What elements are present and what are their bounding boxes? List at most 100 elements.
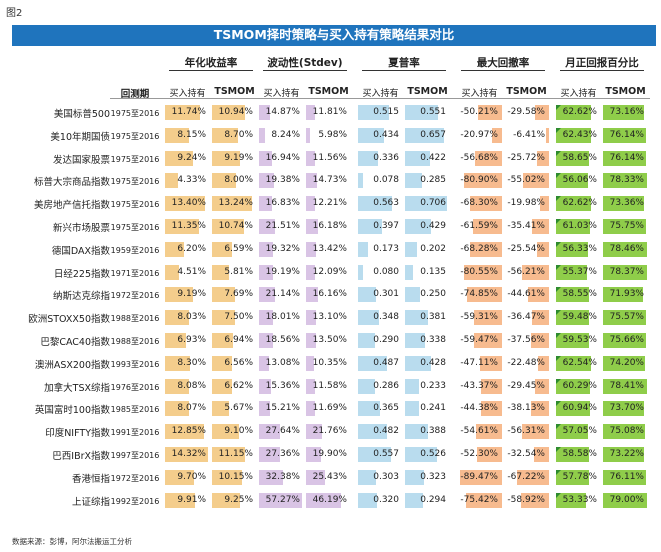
data-label: 9.10% [224, 426, 253, 437]
data-cell: -59.47% [457, 333, 502, 348]
data-cell: 11.35% [165, 219, 210, 234]
data-bar [405, 105, 438, 120]
data-bar [306, 424, 322, 440]
data-cell: 6.94% [212, 333, 257, 348]
row-label: 上证综指 [71, 496, 110, 508]
data-bar [517, 469, 549, 485]
data-bar [259, 127, 265, 143]
data-label: 10.74% [218, 221, 253, 231]
data-bar [603, 378, 647, 394]
data-label: 59.48% [562, 312, 597, 323]
data-cell: 56.33% [556, 241, 601, 257]
row-label: 巴黎CAC40指数 [40, 337, 110, 348]
data-label: 0.428 [420, 357, 446, 368]
data-bar [259, 219, 275, 234]
data-bar [358, 310, 379, 326]
data-label: 6.59% [224, 243, 253, 254]
data-cell: 11.56% [306, 150, 351, 166]
data-bar [165, 469, 194, 485]
data-cell: -50.21% [457, 105, 502, 120]
data-cell: 0.557 [358, 447, 403, 462]
data-label: -47.11% [460, 357, 498, 368]
data-cell: 78.41% [603, 378, 648, 394]
data-label: 21.14% [265, 289, 300, 300]
data-label: 14.73% [312, 175, 347, 186]
data-bar [212, 219, 244, 234]
data-bar [358, 241, 368, 257]
metric-header: 月正回报百分比 [565, 57, 639, 69]
data-cell: 71.93% [603, 287, 648, 303]
data-bar [556, 401, 590, 417]
data-label: 18.01% [265, 312, 300, 323]
row-label: 标普大宗商品指数 [33, 177, 110, 189]
data-bar [405, 219, 431, 234]
data-cell: 0.303 [358, 469, 403, 485]
data-bar [474, 310, 502, 326]
data-label: 78.46% [609, 243, 644, 254]
data-label: 0.250 [420, 289, 446, 300]
data-bar [405, 401, 419, 417]
data-bar [405, 447, 437, 462]
data-label: 62.62% [562, 107, 597, 117]
data-cell: -35.41% [504, 219, 549, 234]
data-label: 4.33% [177, 175, 206, 186]
data-bar [259, 333, 273, 348]
row-period: 1985至2016 [110, 405, 160, 415]
data-bar [464, 173, 502, 189]
data-cell: 59.48% [556, 310, 601, 326]
data-bar [603, 127, 646, 143]
data-cell: 0.429 [405, 219, 450, 234]
column-header: TSMOM [506, 86, 547, 97]
data-label: 13.40% [171, 198, 206, 209]
data-label: 19.32% [265, 243, 300, 254]
data-bar [259, 378, 271, 394]
row-period: 1971至2016 [110, 268, 160, 278]
flag-marker [556, 378, 561, 384]
data-bar [556, 287, 589, 303]
data-label: 46.19% [312, 494, 347, 505]
data-cell: 0.388 [405, 424, 450, 440]
data-cell: 21.14% [259, 287, 304, 303]
data-cell: 14.73% [306, 173, 351, 189]
data-label: -25.72% [507, 152, 545, 163]
data-cell: 0.233 [405, 378, 450, 394]
row-period: 1988至2016 [110, 314, 160, 324]
data-bar [492, 127, 502, 143]
data-label: 9.70% [177, 471, 206, 482]
data-label: -80.55% [460, 266, 498, 277]
data-label: 19.19% [265, 266, 300, 277]
data-cell: 13.40% [165, 196, 210, 212]
column-header: TSMOM [308, 86, 349, 97]
data-bar [259, 447, 280, 462]
data-cell: 13.10% [306, 310, 351, 326]
data-bar [466, 492, 502, 508]
data-label: -37.56% [507, 335, 545, 345]
data-bar [306, 310, 316, 326]
row-period: 1972至2016 [110, 291, 160, 301]
data-label: 0.338 [420, 335, 446, 345]
data-cell: 7.50% [212, 310, 257, 326]
data-bar [535, 378, 549, 394]
row-period: 1975至2016 [110, 177, 160, 187]
data-bar [603, 150, 646, 166]
data-bar [405, 127, 444, 143]
data-label: -36.47% [507, 312, 545, 323]
data-label: -35.41% [507, 221, 545, 231]
header-rule [110, 98, 650, 99]
data-bar [165, 219, 199, 234]
data-bar [358, 127, 384, 143]
data-bar [306, 150, 315, 166]
data-bar [212, 241, 232, 257]
data-cell: 13.24% [212, 196, 257, 212]
data-bar [358, 401, 380, 417]
data-cell: 55.37% [556, 264, 601, 280]
data-cell: 5.81% [212, 264, 257, 280]
data-label: 56.33% [562, 243, 597, 254]
data-bar [603, 287, 643, 303]
data-bar [306, 196, 315, 212]
data-cell: -29.45% [504, 378, 549, 394]
data-bar [165, 447, 208, 462]
data-cell: 18.56% [259, 333, 304, 348]
data-bar [603, 333, 646, 348]
data-label: 76.11% [609, 471, 644, 482]
